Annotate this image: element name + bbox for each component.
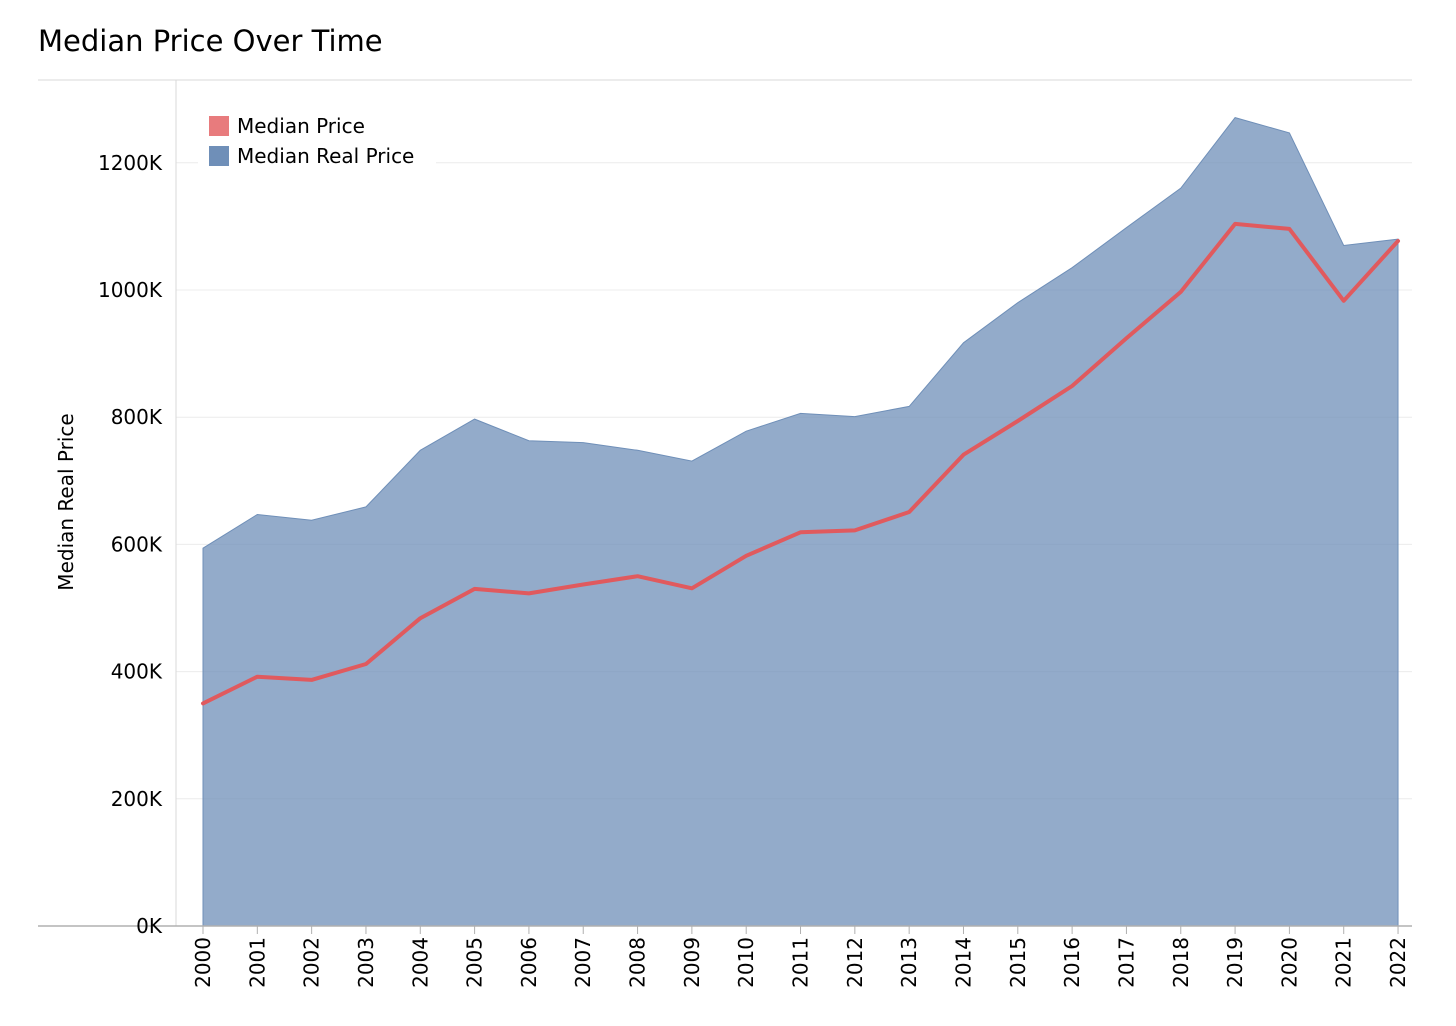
x-tick-label: 2004 [408, 937, 432, 988]
x-tick-label: 2022 [1386, 937, 1410, 988]
line-layer [201, 221, 1400, 706]
x-tick-labels: 2000 2001 2002 2003 2004 2005 2006 2007 2008 2009… [191, 926, 1410, 988]
y-tick-label: 800K [111, 405, 163, 429]
x-tick-label: 2014 [951, 937, 975, 988]
series-area-median-real-price [202, 117, 1399, 927]
y-tick-label: 400K [111, 660, 163, 684]
x-tick-label: 2000 [191, 937, 215, 988]
legend-label-median-real-price: Median Real Price [237, 144, 414, 168]
y-tick-label: 1200K [98, 151, 163, 175]
x-tick-label: 2013 [897, 937, 921, 988]
x-tick-label: 2017 [1114, 937, 1138, 988]
y-tick-labels: 0K 200K 400K 600K 800K 1000K 1200K [98, 151, 163, 938]
legend: Median Price Median Real Price [198, 108, 436, 174]
x-tick-label: 2016 [1060, 937, 1084, 988]
x-tick-label: 2021 [1332, 937, 1356, 988]
x-tick-label: 2001 [245, 937, 269, 988]
x-tick-label: 2005 [463, 937, 487, 988]
x-tick-label: 2008 [626, 937, 650, 988]
legend-swatch-median-price [209, 116, 229, 136]
x-tick-label: 2020 [1277, 937, 1301, 988]
legend-label-median-price: Median Price [237, 114, 365, 138]
legend-swatch-median-real-price [209, 146, 229, 166]
x-tick-label: 2003 [354, 937, 378, 988]
x-tick-label: 2002 [300, 937, 324, 988]
series-line-median-price [201, 221, 1400, 706]
y-tick-label: 200K [111, 787, 163, 811]
x-tick-label: 2015 [1006, 937, 1030, 988]
area-layer [202, 117, 1399, 927]
x-tick-label: 2010 [734, 937, 758, 988]
x-tick-label: 2011 [789, 937, 813, 988]
x-tick-label: 2007 [571, 937, 595, 988]
chart-title: Median Price Over Time [38, 24, 383, 58]
x-tick-label: 2018 [1169, 937, 1193, 988]
x-tick-label: 2006 [517, 937, 541, 988]
x-tick-label: 2009 [680, 937, 704, 988]
y-tick-label: 0K [136, 914, 163, 938]
y-tick-label: 600K [111, 532, 163, 556]
y-axis-title: Median Real Price [54, 413, 78, 590]
x-tick-label: 2012 [843, 937, 867, 988]
x-tick-label: 2019 [1223, 937, 1247, 988]
y-tick-label: 1000K [98, 278, 163, 302]
